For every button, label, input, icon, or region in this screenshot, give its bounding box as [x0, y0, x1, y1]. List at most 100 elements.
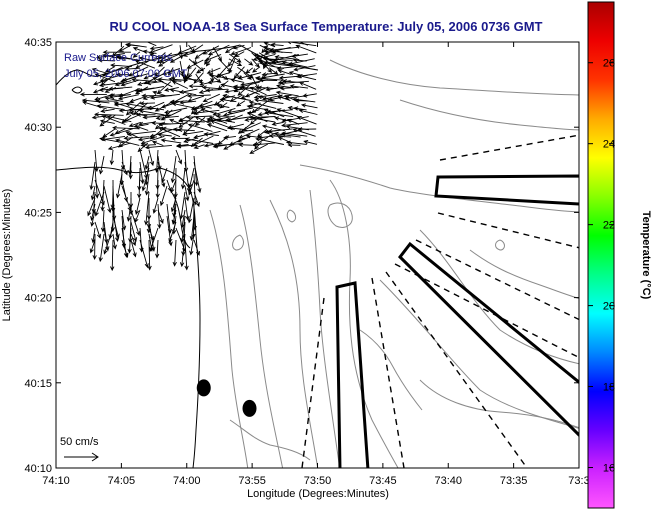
current-vector [184, 185, 190, 202]
current-vector [279, 80, 309, 86]
current-vector [130, 221, 138, 243]
current-vector [238, 142, 253, 147]
current-vector [179, 191, 186, 220]
current-vector [281, 60, 308, 68]
current-vector [187, 93, 211, 99]
current-vector [298, 108, 318, 115]
current-vector [142, 114, 171, 120]
current-vector [191, 44, 204, 53]
current-vector [121, 161, 128, 176]
current-vector [182, 51, 196, 57]
current-vector [113, 101, 134, 109]
current-vector [109, 149, 114, 166]
current-vector [188, 167, 195, 189]
current-vector [157, 77, 182, 82]
current-vector [112, 125, 140, 130]
current-vector [99, 136, 125, 144]
current-vector [110, 63, 132, 68]
current-vector [99, 114, 116, 127]
current-vector [123, 135, 150, 141]
current-vector [102, 128, 116, 138]
current-vector [289, 84, 309, 89]
current-vector [245, 67, 254, 74]
current-vector [155, 179, 160, 199]
current-vector [198, 104, 212, 109]
current-vector [158, 58, 171, 67]
scale-label: 50 cm/s [60, 436, 99, 448]
current-vector [94, 112, 124, 117]
current-vector [112, 215, 120, 239]
current-vector [98, 81, 125, 88]
current-vector [230, 78, 244, 83]
current-vector [215, 114, 230, 119]
current-vector [125, 131, 139, 139]
current-vector [152, 77, 173, 88]
current-vector [109, 94, 131, 100]
current-vector [138, 56, 156, 62]
current-vector [91, 67, 110, 75]
current-vector [171, 101, 197, 109]
current-vector [128, 161, 133, 180]
current-vector [152, 90, 166, 96]
colorbar-tick-label: 20 [603, 301, 615, 313]
y-tick-label: 40:10 [24, 463, 52, 475]
current-vector [149, 93, 180, 100]
current-vector [279, 86, 299, 91]
colorbar-tick-label: 24 [603, 139, 615, 151]
current-vector [263, 48, 293, 54]
glider-tracks [301, 134, 579, 468]
current-vector [161, 167, 168, 184]
y-axis-label: Latitude (Degrees:Minutes) [1, 189, 13, 322]
current-vector [297, 127, 317, 132]
current-vector [152, 197, 159, 214]
current-vector [120, 79, 140, 87]
current-vector [170, 136, 188, 141]
current-vector [245, 134, 260, 139]
current-vector [257, 95, 275, 102]
current-vector [157, 203, 162, 229]
colorbar-ticks: 26 24 22 20 18 16 [588, 58, 615, 475]
current-vector [281, 122, 308, 128]
current-vector [137, 142, 149, 153]
current-vector [184, 137, 214, 144]
current-vector [137, 86, 164, 93]
current-vector [79, 92, 107, 97]
current-vector [263, 60, 293, 67]
current-vector [143, 72, 158, 80]
current-vector [297, 74, 317, 81]
current-vector [200, 108, 221, 116]
current-vector [118, 94, 139, 101]
current-vector [93, 79, 107, 86]
current-vector [251, 58, 260, 68]
current-vector [255, 137, 284, 145]
surface-current-vectors [79, 42, 318, 272]
current-vector [208, 73, 235, 81]
current-vector [238, 86, 260, 95]
current-vector [250, 74, 259, 90]
current-vector [201, 85, 222, 90]
current-vector [98, 233, 105, 263]
current-vector [115, 72, 132, 77]
current-vector [146, 42, 157, 47]
current-vector [187, 67, 197, 78]
current-vector [253, 94, 277, 100]
current-vector [146, 105, 165, 111]
bathymetry-contours [209, 59, 579, 468]
colorbar-tick-label: 26 [603, 58, 615, 70]
x-tick-label: 74:05 [108, 475, 136, 487]
current-vector [222, 135, 236, 140]
current-vector [179, 233, 186, 268]
current-vector [268, 133, 292, 139]
current-vector [178, 115, 195, 129]
current-vector [203, 132, 219, 137]
current-vector [236, 100, 246, 107]
current-vector [91, 227, 96, 244]
current-vector [303, 140, 318, 145]
current-vector [148, 149, 155, 167]
x-tick-label: 73:55 [238, 475, 266, 487]
current-vector [104, 96, 124, 103]
current-vector [136, 112, 156, 117]
current-vector [89, 161, 96, 191]
current-vector [277, 95, 291, 102]
station-marker [242, 399, 257, 417]
